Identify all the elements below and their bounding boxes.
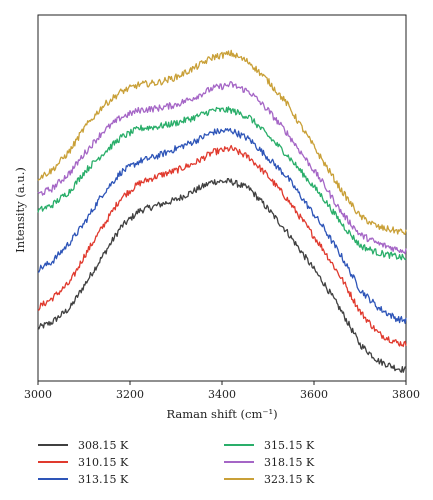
series-line-323-15-k bbox=[37, 49, 407, 235]
x-tick-label-3200: 3200 bbox=[116, 388, 144, 401]
legend: 308.15 K 310.15 K 313.15 K 315.15 K 318.15 K… bbox=[38, 439, 315, 486]
series-line-310-15-k bbox=[37, 144, 407, 348]
legend-label-323-15-k: 323.15 K bbox=[264, 473, 315, 486]
series-line-313-15-k bbox=[37, 127, 407, 324]
y-axis-title: Intensity (a.u.) bbox=[13, 167, 27, 253]
series-lines bbox=[37, 49, 407, 373]
plot-area bbox=[37, 14, 407, 382]
plot-frame bbox=[37, 14, 407, 382]
x-tick-label-3400: 3400 bbox=[208, 388, 236, 401]
legend-label-315-15-k: 315.15 K bbox=[264, 439, 315, 452]
x-tick-label-3600: 3600 bbox=[300, 388, 328, 401]
x-tick-label-3800: 3800 bbox=[392, 388, 420, 401]
series-line-315-15-k bbox=[37, 106, 407, 261]
x-axis-title: Raman shift (cm⁻¹) bbox=[166, 407, 277, 421]
legend-label-313-15-k: 313.15 K bbox=[78, 473, 129, 486]
legend-label-308-15-k: 308.15 K bbox=[78, 439, 129, 452]
x-tick-label-3000: 3000 bbox=[24, 388, 52, 401]
axes: 3000 3200 3400 3600 3800 bbox=[24, 381, 420, 401]
series-line-308-15-k bbox=[37, 178, 407, 373]
legend-label-318-15-k: 318.15 K bbox=[264, 456, 315, 469]
legend-label-310-15-k: 310.15 K bbox=[78, 456, 129, 469]
series-line-318-15-k bbox=[37, 81, 407, 255]
